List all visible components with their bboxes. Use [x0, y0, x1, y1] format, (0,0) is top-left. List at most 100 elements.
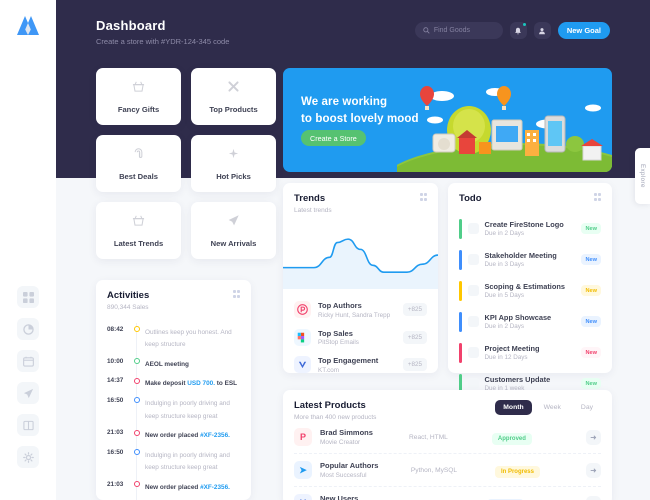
list-item[interactable]: Top Sales PitStop Emails +825 — [294, 324, 427, 352]
sidebar-item-dashboard[interactable] — [17, 286, 39, 308]
list-item[interactable]: Top Engagement KT.com +825 — [294, 351, 427, 379]
quick-card-top-products[interactable]: Top Products — [191, 68, 276, 125]
arrow-right-icon[interactable] — [586, 495, 601, 500]
activity-bullet-icon — [134, 481, 140, 488]
activity-item: 10:30Finance KPI Mobile app launch prepa… — [107, 496, 240, 500]
notification-badge — [522, 23, 526, 26]
app-logo[interactable] — [13, 12, 43, 38]
trends-chart — [283, 224, 439, 289]
quick-card-hot-picks[interactable]: Hot Picks — [191, 135, 276, 192]
activity-item: 10:00 AEOL meeting — [107, 353, 240, 373]
activity-bullet-icon — [134, 397, 140, 404]
todo-title: Todo — [459, 193, 482, 204]
list-item-desc: Ricky Hunt, Sandra Trepp — [318, 311, 391, 319]
todo-color-bar — [459, 311, 462, 332]
list-item[interactable]: Top Authors Ricky Hunt, Sandra Trepp +82… — [294, 296, 427, 324]
activity-bullet-icon — [134, 358, 140, 365]
period-option-month[interactable]: Month — [495, 400, 532, 415]
todo-item[interactable]: Stakeholder Meeting Due in 3 Days New — [459, 244, 601, 275]
todo-checkbox[interactable] — [467, 316, 479, 327]
latest-products-subtitle: More than 400 new products — [294, 414, 377, 421]
activity-item: 14:37 Make deposit USD 700. to ESL — [107, 373, 240, 393]
quick-card-new-arrivals[interactable]: New Arrivals — [191, 202, 276, 259]
banner-heading: We are working to boost lovely mood — [301, 96, 419, 125]
activity-item: 16:50 Indulging in poorly driving and kee… — [107, 444, 240, 476]
status-badge: New — [581, 316, 601, 327]
avatar — [294, 301, 311, 319]
activity-item: 21:03 New order placed #XF-2356. — [107, 476, 240, 496]
grid-dots-icon[interactable] — [419, 193, 427, 201]
todo-item[interactable]: Project Meeting Due in 12 Days New — [459, 337, 601, 368]
todo-color-bar — [459, 218, 462, 239]
todo-item-due: Due in 5 Days — [484, 292, 525, 300]
period-option-day[interactable]: Day — [580, 404, 593, 411]
todo-list: Create FireStone Logo Due in 2 Days New Sta… — [459, 213, 601, 399]
todo-item[interactable]: Create FireStone Logo Due in 2 Days New — [459, 213, 601, 244]
todo-item-due: Due in 3 Days — [484, 261, 525, 269]
period-option-week[interactable]: Week — [543, 404, 561, 411]
todo-checkbox[interactable] — [467, 285, 479, 296]
todo-item[interactable]: KPI App Showcase Due in 2 Days New — [459, 306, 601, 337]
sidebar-item-calendar[interactable] — [17, 350, 39, 372]
explore-tab[interactable]: Explore — [635, 148, 650, 204]
activities-panel: Activities 890,344 Sales 08:42 Outlines k… — [96, 280, 251, 500]
grid-dots-icon[interactable] — [593, 193, 601, 201]
table-row[interactable]: P Brad Simmons Movie Creator React, HTML App… — [294, 421, 601, 454]
quick-card-best-deals[interactable]: Best Deals — [96, 135, 181, 192]
todo-checkbox[interactable] — [467, 378, 479, 389]
activities-subtitle: 890,344 Sales — [107, 304, 149, 311]
table-row[interactable]: ➤ Popular Authors Most Successful Python, M… — [294, 454, 601, 487]
grid-icon — [22, 291, 34, 303]
todo-color-bar — [459, 280, 462, 301]
arrow-right-icon[interactable] — [586, 462, 601, 478]
product-name: Popular Authors — [320, 461, 379, 471]
todo-checkbox[interactable] — [467, 347, 479, 358]
todo-checkbox[interactable] — [467, 223, 479, 234]
sidebar-item-analytics[interactable] — [17, 318, 39, 340]
profile-button[interactable] — [533, 22, 551, 39]
banner-illustration — [397, 86, 612, 172]
grid-dots-icon[interactable] — [232, 290, 240, 298]
latest-products-title: Latest Products — [294, 400, 366, 411]
sidebar-item-library[interactable] — [17, 414, 39, 436]
todo-item-due: Due in 1 week — [484, 385, 525, 393]
sidebar-nav — [17, 286, 39, 468]
new-goal-button[interactable]: New Goal — [557, 22, 610, 39]
page-title: Dashboard — [96, 18, 166, 33]
list-item-value: +825 — [402, 330, 427, 344]
product-tech: Python, MySQL — [410, 466, 458, 474]
basket-icon — [132, 214, 145, 230]
activity-item: 16:50 Indulging in poorly driving and kee… — [107, 392, 240, 424]
todo-item[interactable]: Scoping & Estimations Due in 5 Days New — [459, 275, 601, 306]
todo-checkbox[interactable] — [467, 254, 479, 265]
scissors-icon — [227, 80, 240, 96]
trends-panel: Trends Latest trends Top Authors Ricky H… — [283, 183, 439, 374]
sidebar-item-campaigns[interactable] — [17, 382, 39, 404]
table-row[interactable]: VNew UsersAwesome UsersLaravel,MetronicS… — [294, 487, 601, 500]
trends-subtitle: Latest trends — [294, 207, 332, 214]
activity-bullet-icon — [134, 449, 140, 456]
quick-access-grid: Fancy Gifts Top Products Best Deals Hot … — [96, 68, 276, 259]
product-name: Brad Simmons — [320, 428, 373, 438]
trends-title: Trends — [294, 193, 326, 204]
list-item-desc: KT.com — [318, 366, 339, 374]
latest-products-list: P Brad Simmons Movie Creator React, HTML App… — [294, 421, 601, 500]
quick-card-fancy-gifts[interactable]: Fancy Gifts — [96, 68, 181, 125]
search-input[interactable]: Find Goods — [414, 22, 503, 39]
search-icon — [423, 27, 430, 34]
todo-item[interactable]: Customers Update Due in 1 week New — [459, 368, 601, 399]
avatar — [294, 356, 311, 374]
activity-bullet-icon — [134, 377, 140, 384]
header-actions: Find Goods New Goal — [414, 18, 610, 39]
arrow-right-icon[interactable] — [586, 429, 601, 445]
activity-time: 10:00 — [107, 357, 124, 365]
sidebar-item-settings[interactable] — [17, 446, 39, 468]
create-store-button[interactable]: Create a Store — [301, 130, 366, 146]
notifications-button[interactable] — [509, 22, 527, 39]
quick-card-label: Hot Picks — [216, 171, 251, 181]
list-item-desc: PitStop Emails — [318, 339, 359, 346]
todo-panel: Todo Create FireStone Logo Due in 2 Days N… — [448, 183, 612, 394]
quick-card-latest-trends[interactable]: Latest Trends — [96, 202, 181, 259]
sparkle-icon — [227, 147, 240, 163]
promo-banner: We are working to boost lovely mood Creat… — [283, 68, 612, 172]
